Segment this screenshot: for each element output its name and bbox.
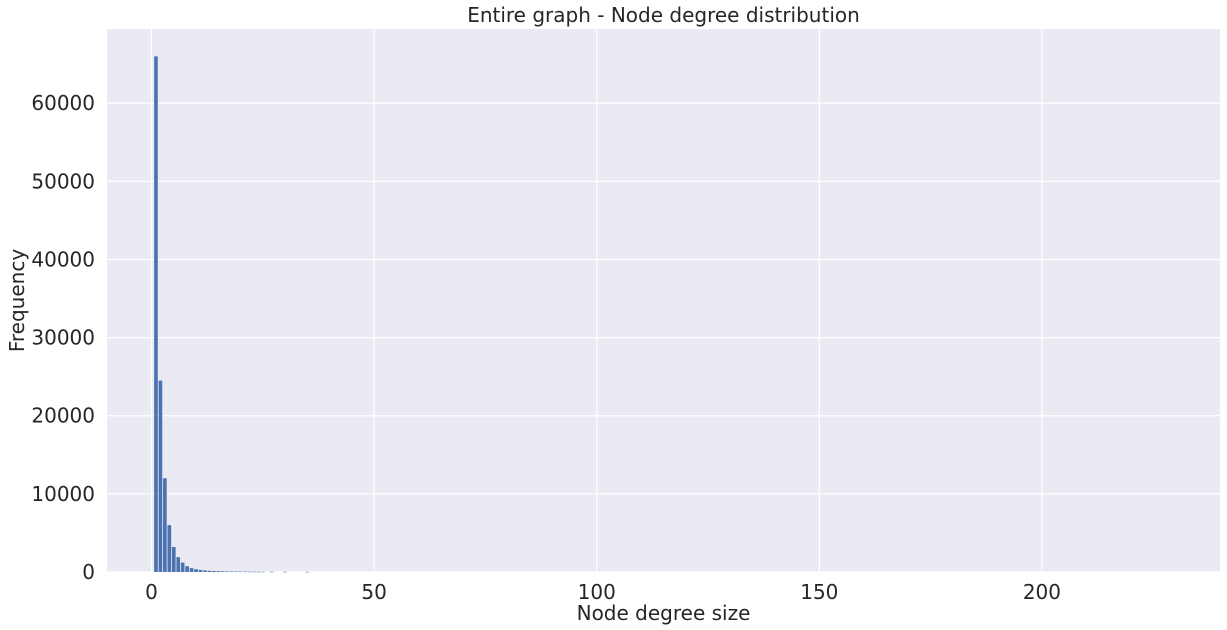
bar-21 xyxy=(247,571,252,573)
bar-2 xyxy=(163,478,167,572)
plot-background xyxy=(107,29,1220,572)
x-tick-label-3: 150 xyxy=(800,580,838,604)
bar-1 xyxy=(158,380,163,572)
bar-26 xyxy=(283,571,287,573)
bar-16 xyxy=(225,571,230,572)
bar-18 xyxy=(234,571,238,573)
bar-24 xyxy=(260,571,265,573)
bar-20 xyxy=(243,571,247,573)
chart-title: Entire graph - Node degree distribution xyxy=(467,3,860,27)
y-tick-label-0: 0 xyxy=(82,560,95,584)
bar-14 xyxy=(216,571,221,572)
x-tick-label-4: 200 xyxy=(1023,580,1061,604)
bar-19 xyxy=(238,571,243,573)
bar-0 xyxy=(154,56,158,572)
y-tick-label-6: 60000 xyxy=(31,91,95,115)
bar-6 xyxy=(180,562,185,572)
y-tick-label-4: 40000 xyxy=(31,247,95,271)
bar-17 xyxy=(229,571,234,572)
bar-9 xyxy=(194,569,198,572)
bar-25 xyxy=(269,571,274,573)
bar-23 xyxy=(256,571,261,573)
y-tick-label-3: 30000 xyxy=(31,326,95,350)
y-tick-label-1: 10000 xyxy=(31,482,95,506)
bar-22 xyxy=(252,571,256,573)
y-tick-label-2: 20000 xyxy=(31,404,95,428)
bar-3 xyxy=(167,525,172,572)
y-tick-labels: 0 10000 20000 30000 40000 50000 60000 xyxy=(31,91,95,584)
bar-5 xyxy=(176,557,181,572)
grid-lines xyxy=(107,29,1220,573)
bar-27 xyxy=(305,571,310,573)
x-tick-labels: 0 50 100 150 200 xyxy=(145,580,1061,604)
x-axis-label: Node degree size xyxy=(577,601,751,625)
x-tick-label-2: 100 xyxy=(578,580,616,604)
bar-11 xyxy=(203,570,207,572)
bar-8 xyxy=(189,568,194,572)
x-tick-label-0: 0 xyxy=(145,580,158,604)
y-axis-label: Frequency xyxy=(5,249,29,352)
bar-13 xyxy=(212,570,216,572)
bars xyxy=(154,56,310,573)
y-tick-label-5: 50000 xyxy=(31,169,95,193)
bar-12 xyxy=(207,570,212,572)
bar-4 xyxy=(171,546,176,572)
bar-15 xyxy=(220,571,225,572)
bar-10 xyxy=(198,569,203,572)
bar-7 xyxy=(185,566,189,572)
x-tick-label-1: 50 xyxy=(361,580,386,604)
